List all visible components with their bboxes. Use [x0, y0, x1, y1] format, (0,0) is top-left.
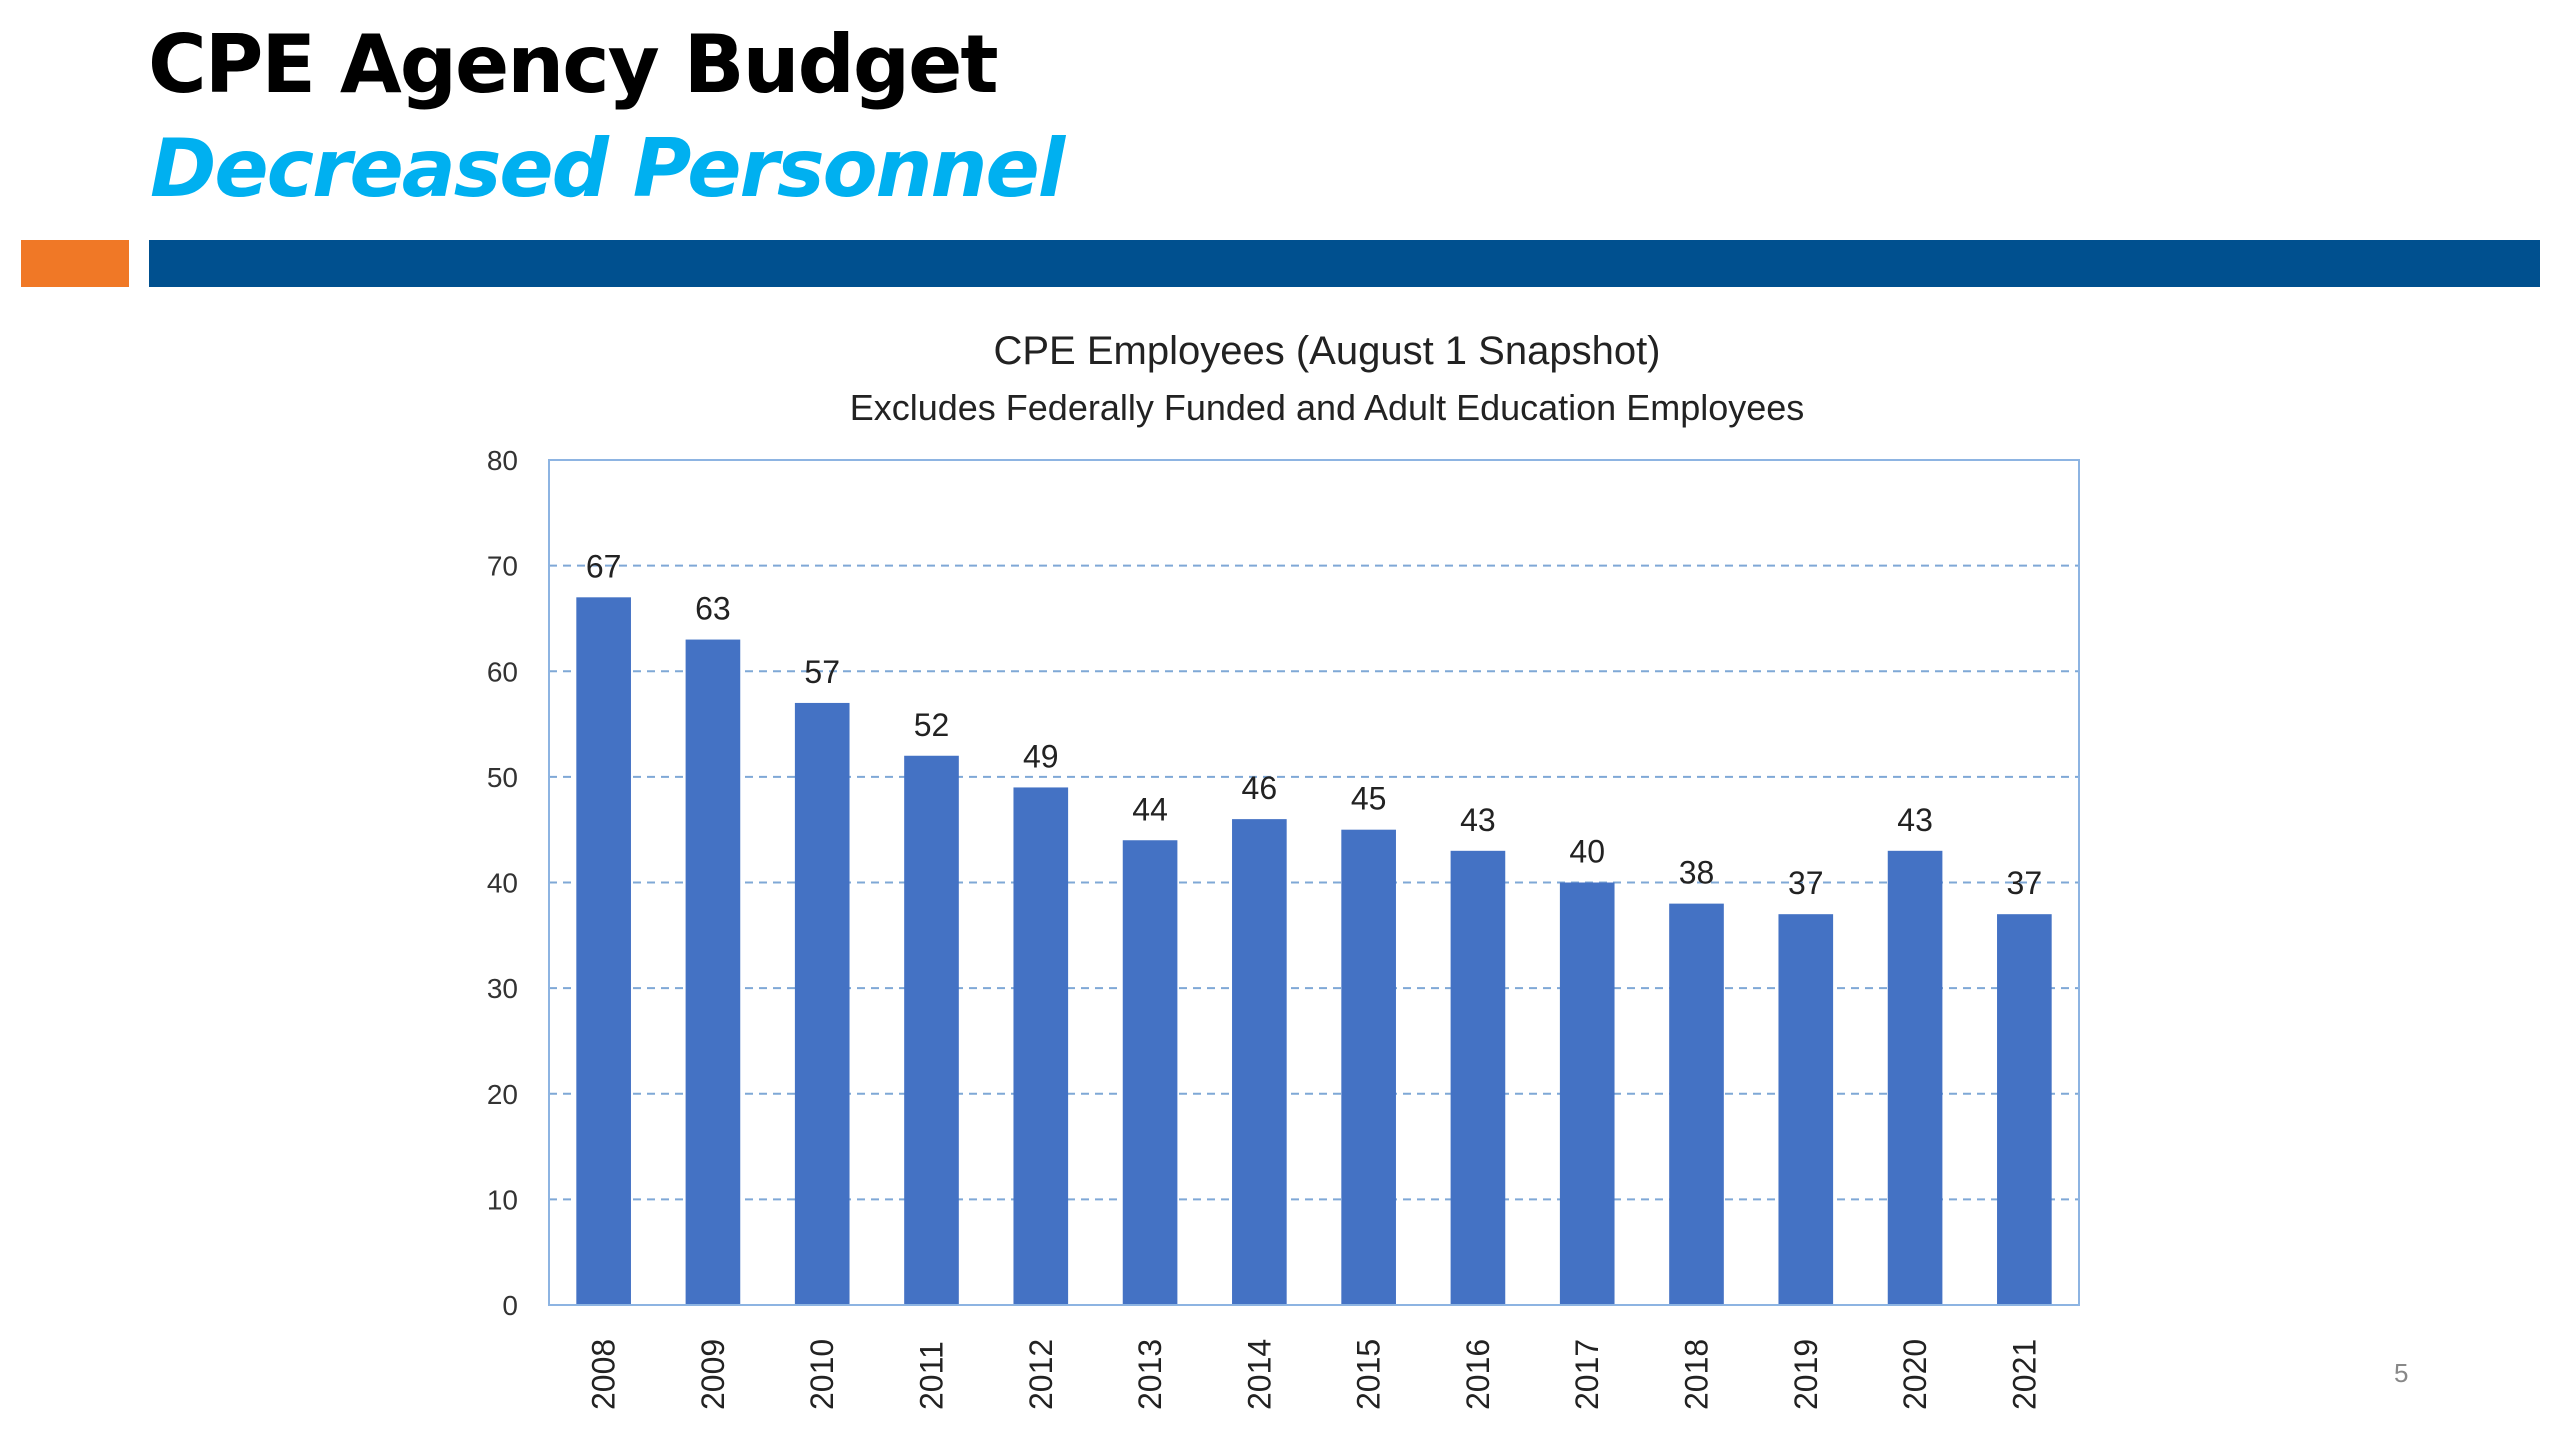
y-tick-label: 70	[487, 551, 518, 582]
data-label: 57	[804, 654, 840, 690]
data-label: 63	[695, 591, 731, 627]
y-tick-label: 80	[487, 445, 518, 476]
data-label: 46	[1242, 770, 1278, 806]
data-label: 38	[1679, 855, 1715, 891]
page-number: 5	[2394, 1358, 2409, 1388]
x-tick-label: 2013	[1132, 1339, 1168, 1410]
bar	[1669, 903, 1724, 1305]
chart-subtitle: Excludes Federally Funded and Adult Educ…	[850, 387, 1805, 428]
bar	[1778, 914, 1834, 1305]
x-tick-label: 2008	[586, 1339, 622, 1410]
data-label: 67	[586, 548, 622, 584]
bar	[1122, 840, 1178, 1305]
data-label: 52	[914, 707, 950, 743]
bar	[1341, 829, 1396, 1305]
data-labels: 67 63 57 52 49 44 46 45 43 40 38 37 43 37	[586, 548, 2042, 901]
x-tick-label: 2019	[1788, 1339, 1824, 1410]
slide-subtitle: Decreased Personnel	[150, 122, 1065, 215]
plot-area-frame	[548, 459, 2080, 1306]
bar	[685, 639, 741, 1305]
bar	[1013, 787, 1069, 1305]
x-tick-label: 2018	[1679, 1339, 1715, 1410]
bar	[904, 755, 959, 1305]
slide-title: CPE Agency Budget	[148, 18, 999, 111]
y-tick-label: 60	[487, 656, 518, 687]
x-tick-label: 2010	[804, 1339, 840, 1410]
bar	[576, 597, 631, 1305]
data-label: 43	[1460, 802, 1496, 838]
x-tick-label: 2009	[695, 1339, 731, 1410]
bar	[1232, 819, 1287, 1305]
x-tick-label: 2012	[1023, 1339, 1059, 1410]
bar	[1559, 882, 1615, 1305]
x-tick-label: 2015	[1351, 1339, 1387, 1410]
y-tick-label: 20	[487, 1079, 518, 1110]
y-tick-label: 50	[487, 762, 518, 793]
y-tick-label: 30	[487, 973, 518, 1004]
y-tick-label: 40	[487, 868, 518, 899]
bar	[1887, 850, 1943, 1305]
data-label: 49	[1023, 738, 1059, 774]
data-label: 37	[2007, 865, 2043, 901]
x-tick-label: 2014	[1241, 1339, 1277, 1410]
x-tick-label: 2016	[1460, 1339, 1496, 1410]
y-axis-labels: 0 10 20 30 40 50 60 70 80	[487, 445, 518, 1321]
bar	[1997, 914, 2052, 1305]
data-label: 37	[1788, 865, 1824, 901]
bar	[1450, 850, 1506, 1305]
bars	[576, 597, 2052, 1305]
x-axis-labels: 2008 2009 2010 2011 2012 2013 2014 2015 2016 2017…	[586, 1339, 2043, 1410]
data-label: 45	[1351, 781, 1387, 817]
y-tick-label: 0	[502, 1290, 518, 1321]
data-label: 44	[1132, 791, 1168, 827]
bar	[794, 702, 850, 1305]
gridlines	[549, 564, 2079, 1201]
x-tick-label: 2021	[2006, 1339, 2042, 1410]
x-tick-label: 2017	[1569, 1339, 1605, 1410]
y-tick-label: 10	[487, 1184, 518, 1215]
blue-header-bar	[149, 240, 2540, 287]
chart-title: CPE Employees (August 1 Snapshot)	[993, 329, 1660, 373]
x-tick-label: 2020	[1897, 1339, 1933, 1410]
data-label: 40	[1569, 834, 1605, 870]
x-tick-label: 2011	[914, 1341, 950, 1410]
data-label: 43	[1897, 802, 1933, 838]
orange-accent-block	[21, 240, 129, 287]
